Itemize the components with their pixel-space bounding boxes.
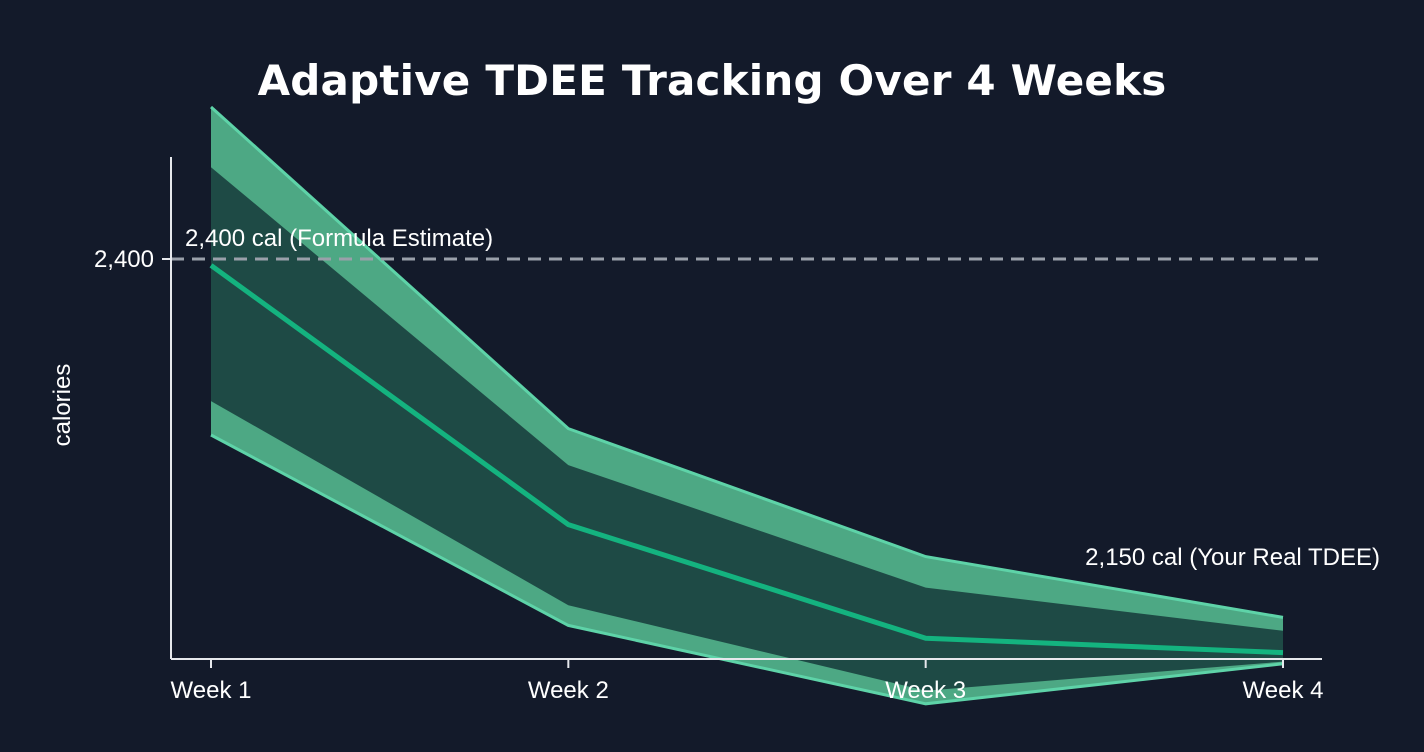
x-tick-label: Week 4	[1243, 677, 1324, 704]
tdee-estimate-line	[209, 263, 1284, 656]
band-lower-edge-line	[210, 433, 1284, 706]
reference-line-label: 2,400 cal (Formula Estimate)	[185, 225, 493, 252]
x-tick-label: Week 2	[528, 677, 609, 704]
x-tick-label: Week 3	[885, 677, 966, 704]
chart-title: Adaptive TDEE Tracking Over 4 Weeks	[257, 56, 1167, 105]
x-tick-label: Week 1	[171, 677, 252, 704]
y-axis-ticks: 2,400	[94, 246, 171, 273]
band-upper-edge-line	[209, 105, 1284, 619]
y-axis-label: calories	[49, 364, 76, 447]
y-tick-label: 2,400	[94, 246, 154, 273]
x-axis-ticks: Week 1 Week 2 Week 3 Week 4	[171, 659, 1324, 704]
real-tdee-annotation: 2,150 cal (Your Real TDEE)	[1085, 544, 1380, 571]
confidence-band-outer	[211, 107, 1283, 704]
confidence-band-inner	[211, 167, 1283, 691]
